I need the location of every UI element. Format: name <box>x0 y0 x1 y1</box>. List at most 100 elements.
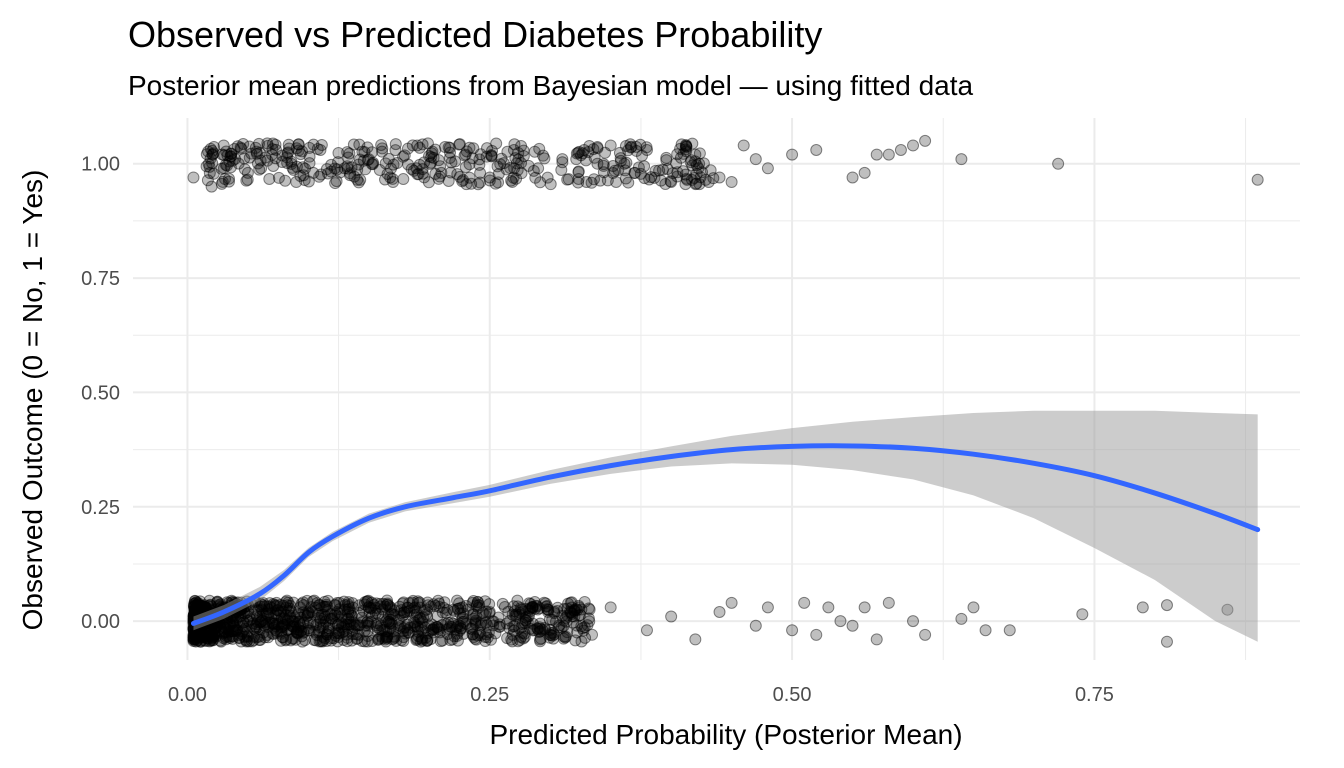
data-point <box>265 611 278 624</box>
data-point <box>526 601 539 614</box>
data-point <box>387 158 400 171</box>
data-point <box>511 600 524 613</box>
data-point <box>190 629 203 642</box>
data-point <box>444 634 457 647</box>
data-point <box>345 161 358 174</box>
data-point <box>622 144 635 157</box>
data-point <box>489 627 502 640</box>
data-point <box>548 605 561 618</box>
data-point <box>367 156 380 169</box>
data-point <box>225 147 238 160</box>
data-point <box>261 628 274 641</box>
data-point <box>661 162 674 175</box>
data-point <box>447 617 460 630</box>
data-point <box>241 634 254 647</box>
chart-title: Observed vs Predicted Diabetes Probabili… <box>128 14 823 55</box>
data-point <box>312 607 325 620</box>
data-point <box>570 619 583 632</box>
data-point <box>191 629 204 642</box>
data-point <box>403 604 416 617</box>
data-point <box>411 595 424 608</box>
data-point <box>337 626 350 639</box>
data-point <box>361 624 374 637</box>
data-point <box>445 621 458 634</box>
data-point <box>301 616 314 629</box>
x-tick-label: 0.75 <box>1075 684 1114 706</box>
chart-subtitle: Posterior mean predictions from Bayesian… <box>128 70 974 101</box>
data-point <box>692 162 705 175</box>
data-point <box>511 164 524 177</box>
data-point <box>269 624 282 637</box>
data-point <box>266 617 279 630</box>
data-point <box>275 634 288 647</box>
data-point <box>238 622 251 635</box>
data-point <box>203 594 216 607</box>
data-point <box>510 172 523 185</box>
data-point <box>356 145 369 158</box>
data-point <box>546 629 559 642</box>
data-point <box>516 605 529 618</box>
data-point <box>690 167 703 180</box>
data-point <box>579 154 592 167</box>
data-point <box>268 599 281 612</box>
data-point <box>428 621 441 634</box>
data-point <box>361 141 374 154</box>
data-point <box>524 605 537 618</box>
data-point <box>260 617 273 630</box>
data-point <box>624 138 637 151</box>
x-axis-ticks: 0.00 0.25 0.50 0.75 <box>168 684 1114 706</box>
data-point <box>226 614 239 627</box>
data-point <box>284 634 297 647</box>
data-point <box>214 621 227 634</box>
data-point <box>297 599 310 612</box>
data-point <box>618 157 631 170</box>
data-point <box>252 604 265 617</box>
data-point <box>528 145 541 158</box>
data-point <box>479 634 492 647</box>
data-point <box>493 620 506 633</box>
data-point <box>291 627 304 640</box>
data-point <box>699 173 712 186</box>
data-point <box>220 145 233 158</box>
data-point <box>315 168 328 181</box>
data-point <box>204 625 217 638</box>
data-point <box>277 612 290 625</box>
data-point <box>1003 624 1016 637</box>
data-point <box>407 164 420 177</box>
data-point <box>281 147 294 160</box>
data-point <box>442 175 455 188</box>
data-point <box>241 630 254 643</box>
data-point <box>420 608 433 621</box>
data-point <box>314 635 327 648</box>
data-point <box>320 628 333 641</box>
data-point <box>810 628 823 641</box>
data-point <box>324 612 337 625</box>
data-point <box>387 630 400 643</box>
data-point <box>475 617 488 630</box>
scatter-points <box>187 134 1264 648</box>
data-point <box>556 153 569 166</box>
data-point <box>460 178 473 191</box>
data-point <box>418 604 431 617</box>
data-point <box>198 599 211 612</box>
data-point <box>471 629 484 642</box>
data-point <box>227 624 240 637</box>
data-point <box>393 600 406 613</box>
data-point <box>415 623 428 636</box>
data-point <box>364 602 377 615</box>
data-point <box>351 173 364 186</box>
data-point <box>1076 608 1089 621</box>
data-point <box>231 611 244 624</box>
data-point <box>436 618 449 631</box>
data-point <box>322 624 335 637</box>
data-point <box>373 164 386 177</box>
data-point <box>508 605 521 618</box>
data-point <box>533 142 546 155</box>
data-point <box>211 595 224 608</box>
data-point <box>317 600 330 613</box>
data-point <box>378 600 391 613</box>
data-point <box>526 602 539 615</box>
data-point <box>265 601 278 614</box>
data-point <box>247 630 260 643</box>
data-point <box>454 622 467 635</box>
